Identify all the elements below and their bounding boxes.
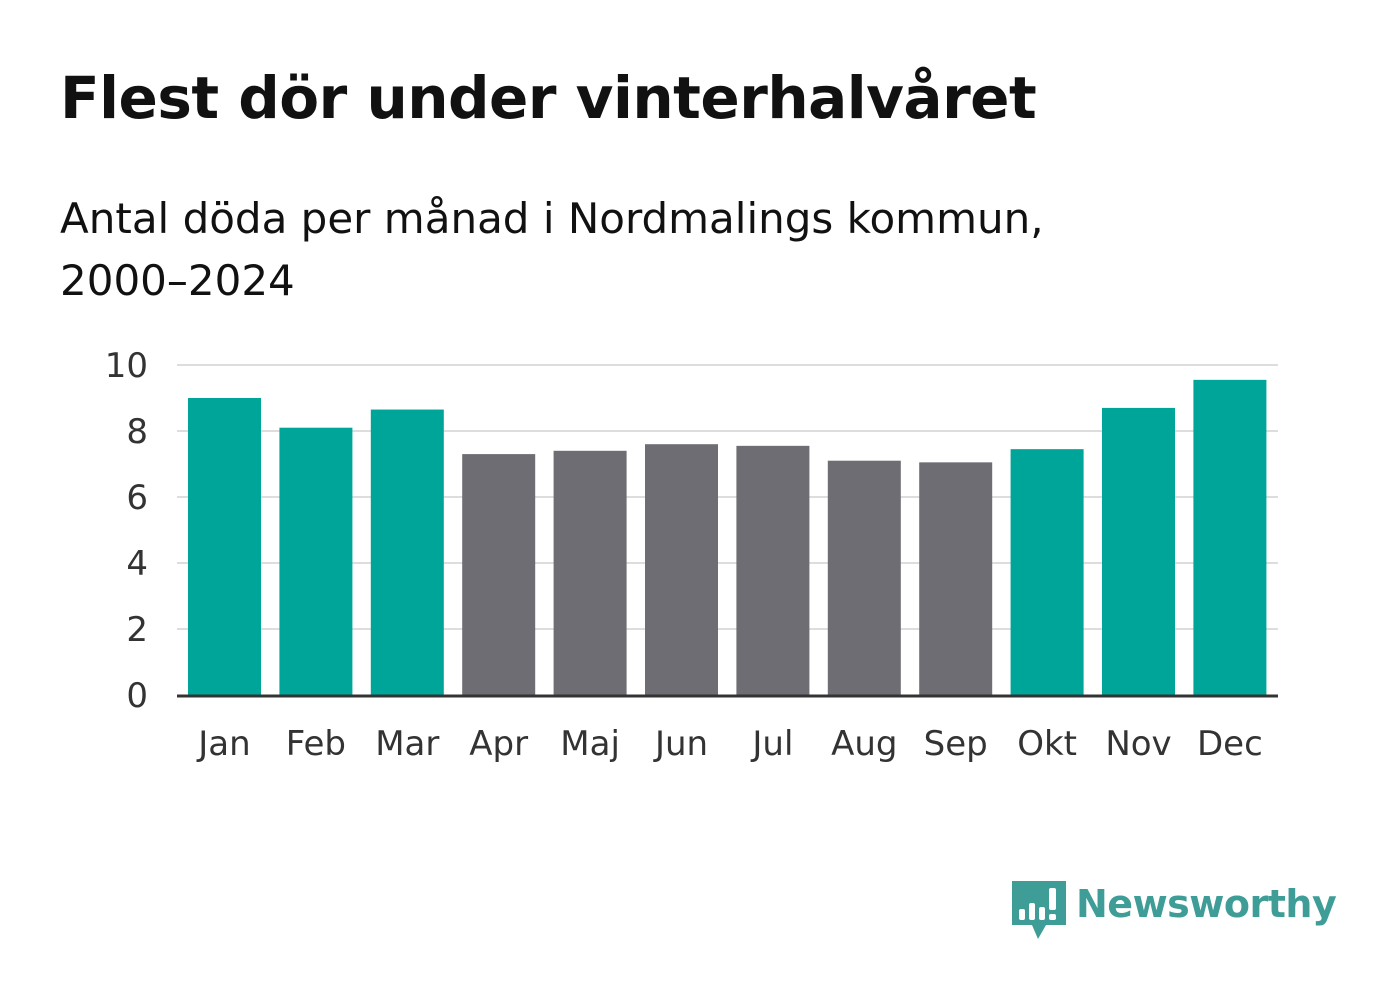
y-tick-label: 6 <box>126 478 148 518</box>
y-tick-label: 8 <box>126 412 148 452</box>
bar-jun <box>645 444 718 695</box>
y-axis-ticks: 0 2 4 6 8 10 <box>105 346 148 716</box>
bar-sep <box>919 462 993 695</box>
bar-feb <box>279 427 353 695</box>
x-tick-label-mar: Mar <box>375 724 439 764</box>
x-tick-label-apr: Apr <box>469 724 528 764</box>
y-tick-label: 2 <box>126 610 148 650</box>
x-tick-label-maj: Maj <box>560 724 620 764</box>
bar-maj <box>553 450 627 695</box>
bar-nov <box>1102 407 1175 695</box>
x-tick-label-aug: Aug <box>831 724 897 764</box>
x-tick-label-nov: Nov <box>1105 724 1171 764</box>
y-tick-label: 10 <box>105 346 148 386</box>
newsworthy-logo-icon <box>1012 881 1066 939</box>
brand-name: Newsworthy <box>1076 882 1337 926</box>
bar-mar <box>370 409 444 695</box>
chart-subtitle: Antal döda per månad i Nordmalings kommu… <box>60 188 1160 312</box>
bar-dec <box>1193 379 1267 695</box>
x-tick-label-jul: Jul <box>750 724 793 764</box>
bar-jul <box>736 445 810 695</box>
x-tick-label-okt: Okt <box>1017 724 1077 764</box>
chart-title: Flest dör under vinterhalvåret <box>60 64 1037 132</box>
x-tick-label-dec: Dec <box>1197 724 1263 764</box>
bars <box>188 379 1267 695</box>
bar-apr <box>462 454 536 695</box>
bar-chart: 0 2 4 6 8 10 Jan Feb Mar Apr Maj Jun Jul Aug Sep Okt No… <box>105 346 1278 764</box>
x-axis-ticks: Jan Feb Mar Apr Maj Jun Jul Aug Sep Okt Nov Dec <box>196 724 1263 764</box>
x-tick-label-sep: Sep <box>924 724 988 764</box>
x-tick-label-jun: Jun <box>653 724 708 764</box>
bar-aug <box>827 460 901 695</box>
x-tick-label-jan: Jan <box>196 724 250 764</box>
chart-subtitle-line-1: Antal döda per månad i Nordmalings kommu… <box>60 194 1044 243</box>
y-tick-label: 4 <box>126 544 148 584</box>
bar-okt <box>1010 449 1084 695</box>
gridlines <box>177 364 1278 630</box>
chart-subtitle-line-2: 2000–2024 <box>60 256 295 305</box>
x-tick-label-feb: Feb <box>286 724 346 764</box>
bar-jan <box>188 398 261 695</box>
y-tick-label: 0 <box>126 676 148 716</box>
newsworthy-brand: Newsworthy <box>1010 878 1337 942</box>
